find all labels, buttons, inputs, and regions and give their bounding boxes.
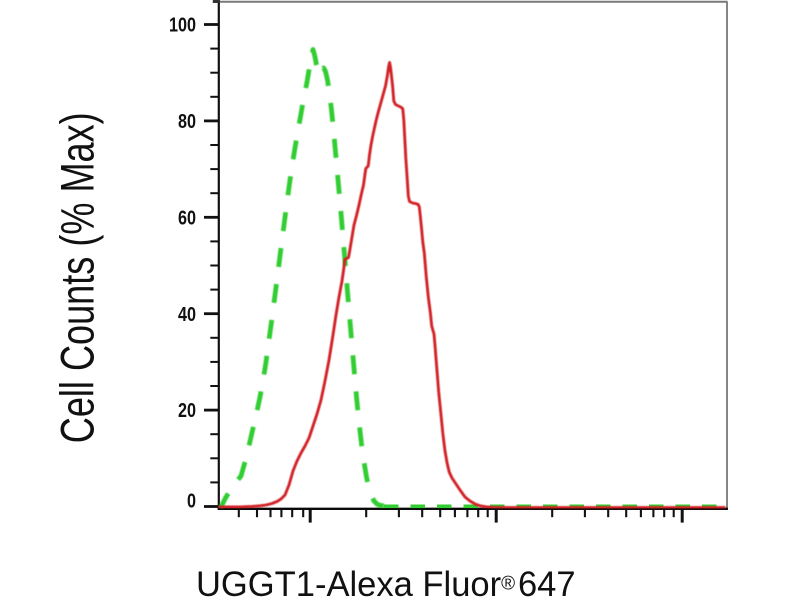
- svg-text:0: 0: [187, 489, 196, 512]
- svg-text:80: 80: [178, 109, 196, 132]
- svg-text:Cell Counts (% Max): Cell Counts (% Max): [51, 112, 104, 443]
- svg-text:20: 20: [178, 398, 196, 421]
- svg-text:100: 100: [169, 13, 196, 36]
- svg-text:UGGT1-Alexa Fluor® 647: UGGT1-Alexa Fluor® 647: [196, 565, 576, 600]
- svg-text:40: 40: [178, 302, 196, 325]
- svg-text:60: 60: [178, 206, 196, 229]
